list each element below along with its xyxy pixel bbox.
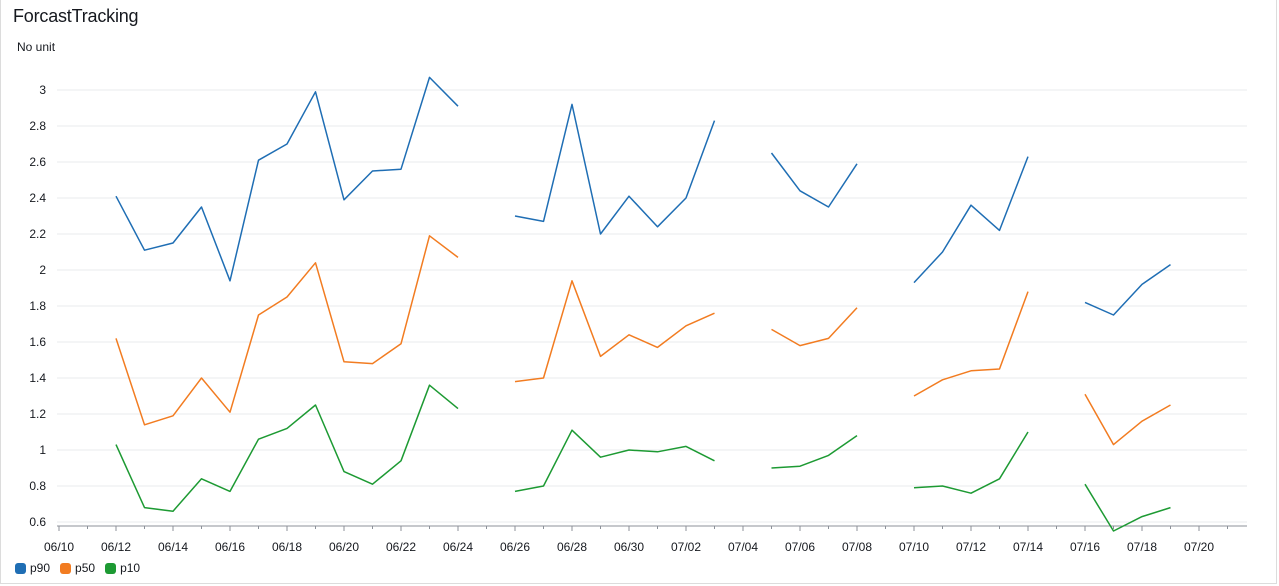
y-tick-label: 2.4 — [29, 191, 46, 205]
x-tick-label: 07/20 — [1184, 540, 1214, 554]
x-tick-label: 07/02 — [671, 540, 701, 554]
y-tick-label: 1.6 — [29, 335, 46, 349]
series-p10[interactable] — [115, 384, 1171, 532]
y-tick-label: 1.8 — [29, 299, 46, 313]
series-line-p50[interactable] — [913, 291, 1029, 397]
x-tick-label: 06/12 — [101, 540, 131, 554]
series-p50[interactable] — [115, 235, 1171, 446]
series-line-p90[interactable] — [115, 76, 459, 282]
series-line-p90[interactable] — [514, 103, 716, 235]
y-tick-label: 2.6 — [29, 155, 46, 169]
x-tick-label: 06/20 — [329, 540, 359, 554]
x-tick-label: 06/22 — [386, 540, 416, 554]
y-tick-label: 1.2 — [29, 407, 46, 421]
x-tick-label: 07/16 — [1070, 540, 1100, 554]
series-line-p10[interactable] — [514, 429, 715, 493]
series-line-p50[interactable] — [115, 235, 459, 426]
x-tick-label: 07/08 — [842, 540, 872, 554]
legend-label: p10 — [120, 561, 141, 575]
legend-label: p90 — [30, 561, 51, 575]
x-tick-label: 07/10 — [899, 540, 929, 554]
x-axis: 06/10 06/12 06/14 06/16 06/18 06/20 06/22 06/24… — [44, 525, 1247, 554]
series-line-p50[interactable] — [514, 280, 715, 383]
x-tick-label: 07/18 — [1127, 540, 1157, 554]
series-line-p10[interactable] — [1084, 483, 1171, 532]
x-tick-label: 07/06 — [785, 540, 815, 554]
legend-item-p10[interactable]: p10 — [105, 561, 140, 575]
x-tick-label: 07/04 — [728, 540, 758, 554]
x-tick-label: 06/30 — [614, 540, 644, 554]
series-p90[interactable] — [115, 76, 1171, 316]
series-line-p10[interactable] — [913, 431, 1029, 494]
unit-label: No unit — [17, 40, 56, 54]
legend-swatch — [105, 562, 117, 574]
y-tick-label: 3 — [39, 83, 46, 97]
grid-lines — [57, 89, 1247, 523]
legend-label: p50 — [75, 561, 96, 575]
x-tick-label: 06/16 — [215, 540, 245, 554]
x-tick-label: 06/28 — [557, 540, 587, 554]
x-tick-label: 06/26 — [500, 540, 530, 554]
y-tick-label: 1.4 — [29, 371, 46, 385]
legend-swatch — [15, 562, 26, 574]
legend-swatch — [60, 562, 72, 574]
x-tick-label: 06/18 — [272, 540, 302, 554]
series-line-p90[interactable] — [913, 156, 1029, 284]
series-lines[interactable] — [115, 76, 1171, 532]
series-line-p50[interactable] — [1084, 393, 1171, 446]
widget-title: ForcastTracking — [13, 6, 139, 26]
series-line-p90[interactable] — [770, 152, 858, 208]
y-tick-label: 0.6 — [29, 515, 46, 529]
y-axis: 0.6 0.8 1 1.2 1.4 1.6 1.8 2 2.2 2.4 2.6 2.8 3 — [29, 83, 46, 529]
series-line-p10[interactable] — [771, 434, 858, 469]
x-tick-label: 06/14 — [158, 540, 188, 554]
y-tick-label: 2 — [39, 263, 46, 277]
series-line-p90[interactable] — [1084, 263, 1171, 316]
x-tick-label: 07/14 — [1013, 540, 1043, 554]
y-tick-label: 0.8 — [29, 479, 46, 493]
y-tick-label: 2.2 — [29, 227, 46, 241]
x-tick-label: 07/12 — [956, 540, 986, 554]
legend-item-p90[interactable]: p90 — [15, 561, 50, 575]
y-tick-label: 2.8 — [29, 119, 46, 133]
y-tick-label: 1 — [39, 443, 46, 457]
series-line-p10[interactable] — [115, 384, 459, 512]
legend-item-p50[interactable]: p50 — [60, 561, 95, 575]
legend: p90 p50 p10 — [15, 561, 150, 575]
series-line-p50[interactable] — [771, 307, 858, 347]
x-tick-label: 06/24 — [443, 540, 473, 554]
x-tick-label: 06/10 — [44, 540, 74, 554]
